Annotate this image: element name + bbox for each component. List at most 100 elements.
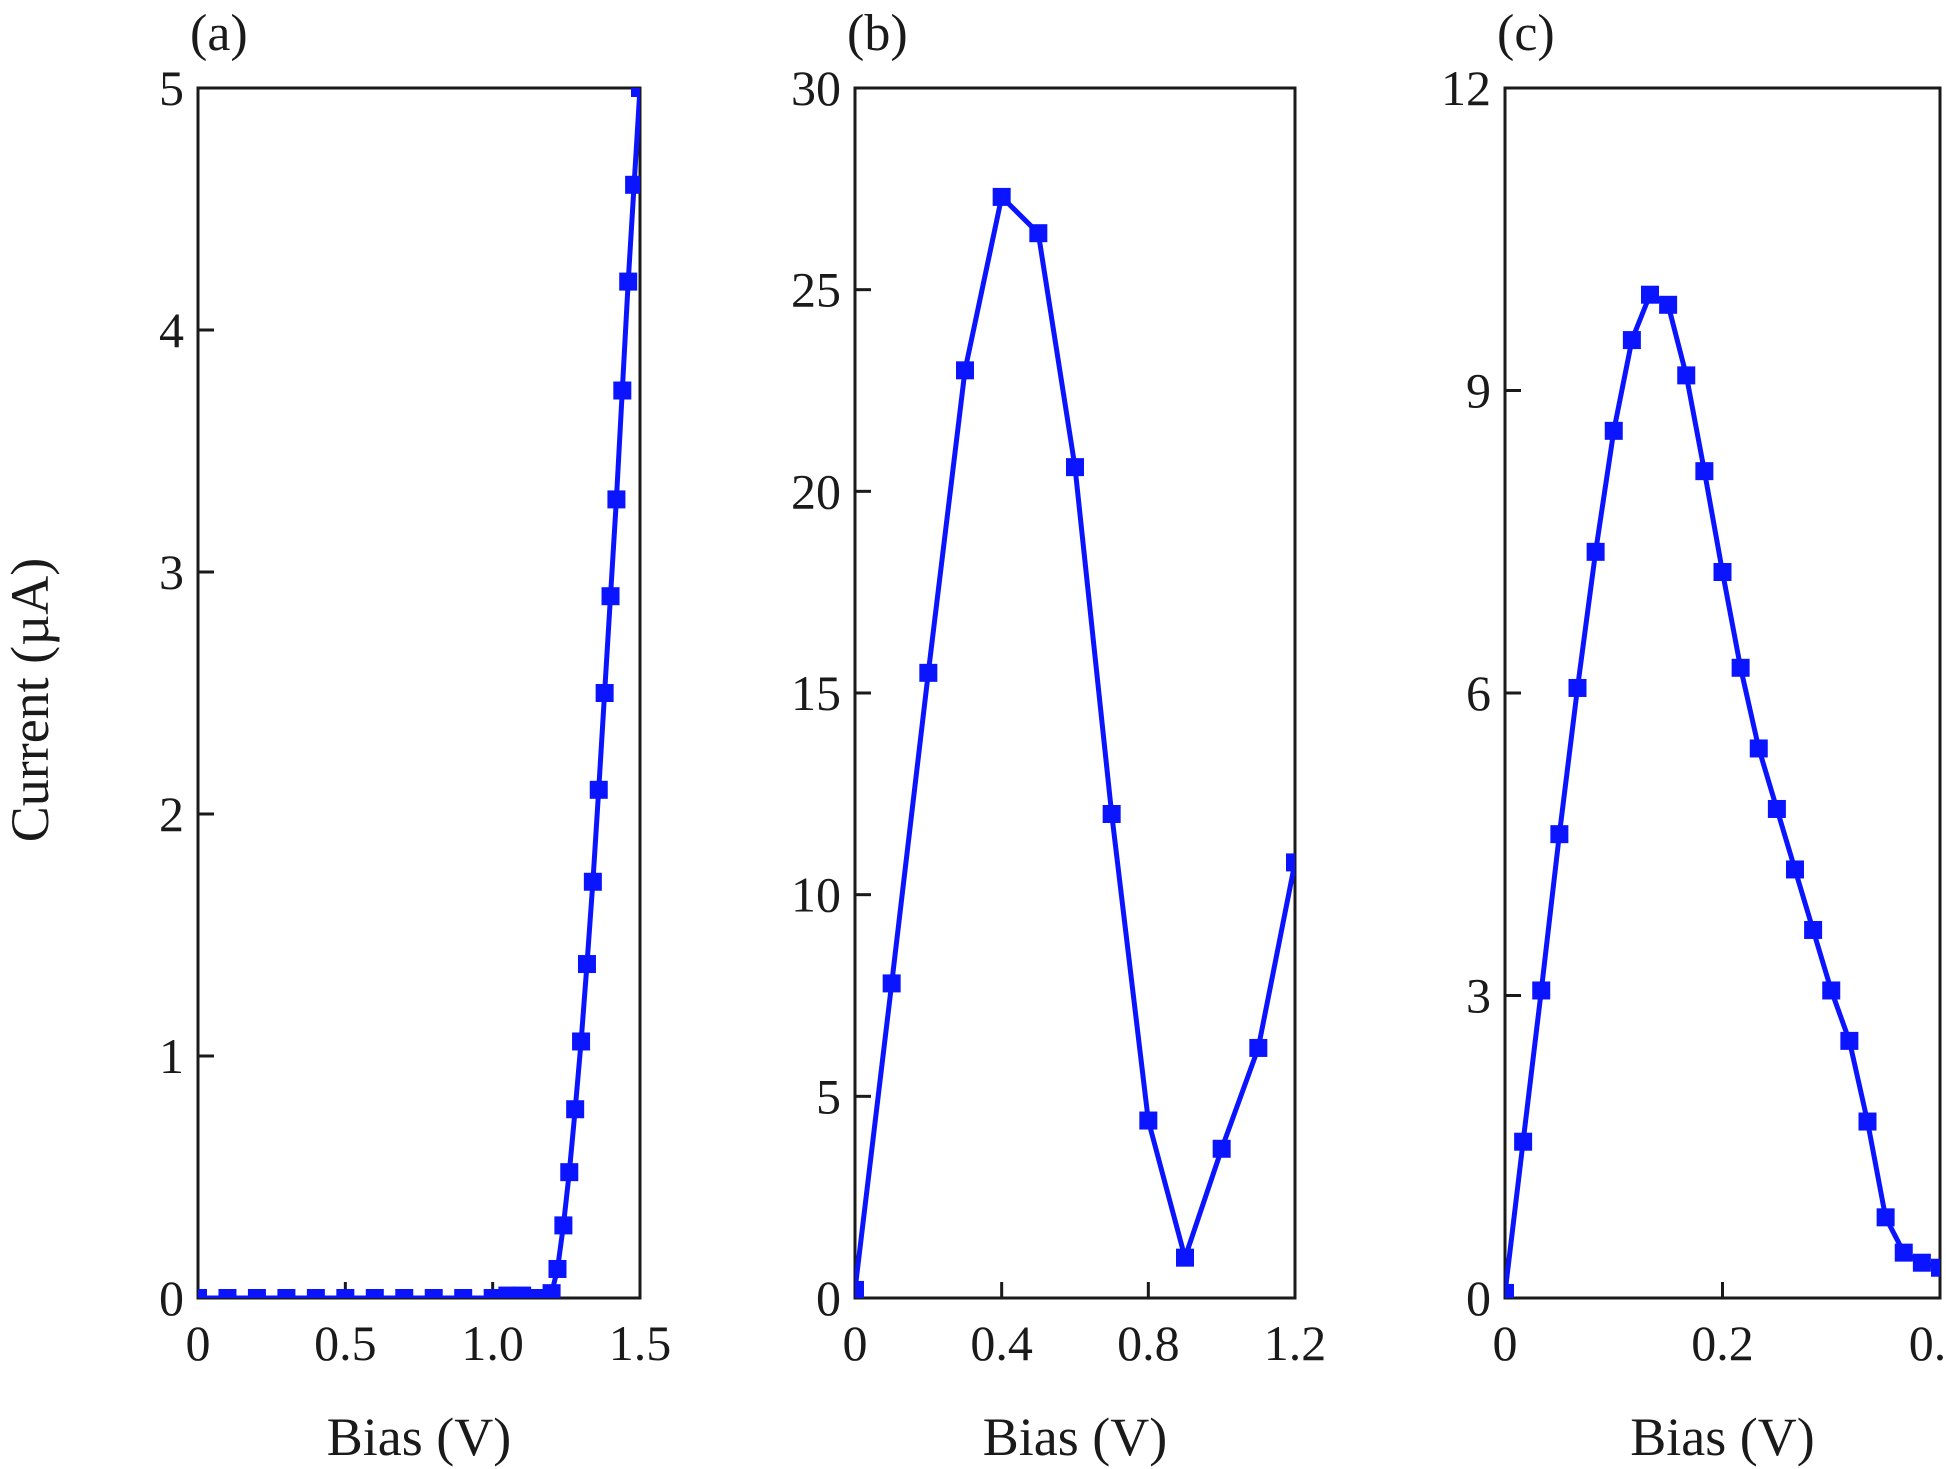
x-axis-title: Bias (V) bbox=[1630, 1407, 1814, 1467]
data-point bbox=[218, 1289, 237, 1298]
data-point bbox=[198, 1289, 207, 1298]
x-axis-title: Bias (V) bbox=[327, 1407, 511, 1467]
data-point bbox=[498, 1286, 517, 1298]
data-point bbox=[1568, 678, 1587, 697]
y-tick-label: 30 bbox=[791, 60, 841, 116]
data-point bbox=[1858, 1112, 1877, 1131]
panel-label: (c) bbox=[1497, 5, 1555, 62]
data-point bbox=[1532, 981, 1551, 1000]
y-tick-label: 3 bbox=[1466, 968, 1491, 1024]
series-0 bbox=[1505, 285, 1940, 1298]
data-point bbox=[577, 955, 596, 974]
data-point bbox=[1931, 1258, 1940, 1277]
data-point bbox=[1641, 285, 1659, 304]
x-tick-label: 0.4 bbox=[970, 1315, 1033, 1371]
data-point bbox=[247, 1289, 266, 1298]
x-tick-label: 0.5 bbox=[314, 1315, 377, 1371]
x-tick-label: 0 bbox=[843, 1315, 868, 1371]
series-line bbox=[1505, 292, 1940, 1294]
y-tick-label: 1 bbox=[159, 1028, 184, 1084]
data-point bbox=[1102, 805, 1121, 823]
data-point bbox=[1550, 825, 1569, 844]
data-point bbox=[625, 175, 640, 194]
data-point bbox=[1029, 224, 1048, 243]
data-point bbox=[395, 1289, 414, 1298]
data-point bbox=[1894, 1243, 1913, 1262]
data-point bbox=[1677, 366, 1696, 385]
data-point bbox=[882, 974, 901, 993]
data-point bbox=[554, 1216, 573, 1235]
data-point bbox=[1840, 1031, 1859, 1050]
y-tick-label: 15 bbox=[791, 665, 841, 721]
y-tick-label: 25 bbox=[791, 262, 841, 318]
data-point bbox=[1786, 860, 1804, 879]
data-point bbox=[1749, 739, 1768, 758]
data-point bbox=[1066, 458, 1084, 477]
x-tick-label: 0 bbox=[186, 1315, 211, 1371]
y-tick-label: 9 bbox=[1466, 363, 1491, 419]
data-point bbox=[1286, 853, 1295, 872]
y-tick-label: 0 bbox=[816, 1270, 841, 1326]
data-point bbox=[424, 1289, 443, 1298]
data-point bbox=[548, 1259, 567, 1278]
data-point bbox=[1713, 563, 1732, 581]
data-point bbox=[607, 490, 626, 509]
data-point bbox=[595, 684, 614, 702]
data-point bbox=[560, 1163, 579, 1182]
panel-a: 0 0.5 1.0 1.5 0 1 2 3 4 5 Bias (V) (a) bbox=[159, 5, 671, 1467]
x-tick-label: 1.0 bbox=[461, 1315, 524, 1371]
data-point bbox=[1176, 1248, 1194, 1267]
data-point bbox=[589, 780, 608, 799]
data-point bbox=[1876, 1208, 1895, 1227]
panel-label: (a) bbox=[190, 5, 248, 62]
x-tick-label: 0.2 bbox=[1691, 1315, 1754, 1371]
y-axis-title: Current (µA) bbox=[0, 558, 60, 843]
data-point bbox=[483, 1289, 502, 1298]
y-tick-label: 20 bbox=[791, 463, 841, 519]
data-point bbox=[1731, 658, 1750, 677]
x-tick-label: 0.4 bbox=[1909, 1315, 1946, 1371]
panel-b: 0 0.4 0.8 1.2 0 5 10 15 20 25 30 Bias (V) (b) bbox=[791, 5, 1326, 1467]
data-point bbox=[1514, 1132, 1533, 1151]
panel-c: 0 0.2 0.4 0 3 6 9 12 Bias (V) (c) bbox=[1441, 5, 1946, 1467]
data-point bbox=[306, 1289, 325, 1298]
data-point bbox=[365, 1289, 384, 1298]
data-point bbox=[1505, 1283, 1514, 1298]
data-point bbox=[992, 187, 1011, 206]
data-point bbox=[855, 1280, 864, 1298]
data-point bbox=[1659, 295, 1678, 314]
y-tick-label: 5 bbox=[816, 1068, 841, 1124]
data-point bbox=[513, 1286, 532, 1298]
data-point bbox=[454, 1289, 473, 1298]
data-point bbox=[1604, 421, 1623, 440]
y-tick-label: 3 bbox=[159, 544, 184, 600]
data-point bbox=[542, 1284, 561, 1298]
panel-label: (b) bbox=[847, 5, 908, 62]
data-point bbox=[583, 872, 602, 891]
data-point bbox=[566, 1100, 585, 1119]
data-point bbox=[572, 1032, 591, 1051]
data-point bbox=[336, 1289, 355, 1298]
data-point bbox=[1822, 981, 1841, 1000]
data-point bbox=[601, 587, 620, 606]
y-tick-label: 12 bbox=[1441, 60, 1491, 116]
y-tick-label: 10 bbox=[791, 867, 841, 923]
y-tick-label: 4 bbox=[159, 302, 184, 358]
x-tick-label: 0.8 bbox=[1117, 1315, 1180, 1371]
data-point bbox=[277, 1289, 296, 1298]
y-tick-label: 0 bbox=[159, 1270, 184, 1326]
data-point bbox=[1804, 920, 1823, 939]
x-tick-label: 1.2 bbox=[1264, 1315, 1327, 1371]
series-0 bbox=[855, 187, 1295, 1298]
series-line bbox=[855, 194, 1295, 1291]
data-point bbox=[613, 381, 632, 400]
x-axis-title: Bias (V) bbox=[983, 1407, 1167, 1467]
y-tick-label: 5 bbox=[159, 60, 184, 116]
series-0 bbox=[198, 88, 640, 1298]
y-tick-label: 6 bbox=[1466, 665, 1491, 721]
data-point bbox=[1586, 542, 1605, 561]
data-point bbox=[1622, 331, 1641, 350]
x-tick-label: 0 bbox=[1493, 1315, 1518, 1371]
y-tick-label: 0 bbox=[1466, 1270, 1491, 1326]
